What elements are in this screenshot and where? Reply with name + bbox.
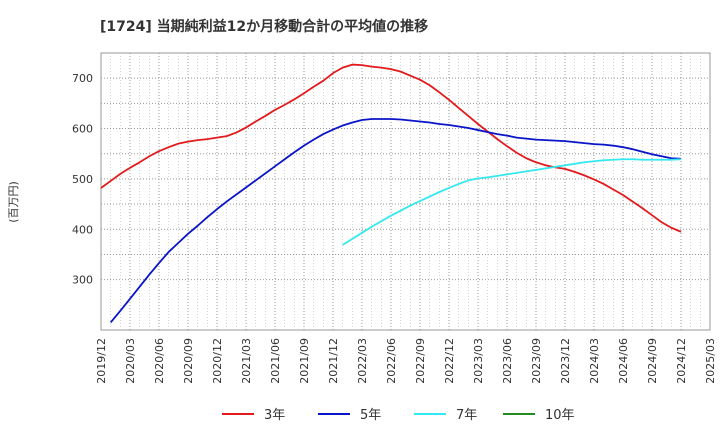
series-lines xyxy=(100,63,682,324)
x-tick-label: 2020/03 xyxy=(124,338,137,384)
x-tick-label: 2021/09 xyxy=(298,338,311,384)
x-tick-label: 2019/12 xyxy=(95,338,108,384)
y-axis-label: (百万円) xyxy=(7,181,20,223)
series-line-1 xyxy=(109,118,682,324)
plot-area xyxy=(100,52,711,331)
y-axis: 300 400 500 600 700 xyxy=(72,72,93,286)
legend-label-2: 7年 xyxy=(456,408,477,423)
x-tick-label: 2025/03 xyxy=(704,338,717,384)
chart-title: [1724] 当期純利益12か月移動合計の平均値の推移 xyxy=(100,18,428,35)
x-tick-label: 2020/06 xyxy=(153,338,166,384)
x-tick-label: 2023/03 xyxy=(472,338,485,384)
x-tick-label: 2022/12 xyxy=(443,338,456,384)
x-tick-label: 2024/06 xyxy=(617,338,630,384)
y-tick-label: 400 xyxy=(72,223,93,236)
y-tick-label: 700 xyxy=(72,72,93,85)
x-tick-label: 2020/09 xyxy=(182,338,195,384)
series-line-0 xyxy=(100,63,682,233)
x-tick-label: 2024/12 xyxy=(675,338,688,384)
grid-lines xyxy=(101,53,710,330)
x-tick-label: 2021/12 xyxy=(327,338,340,384)
series-line-2 xyxy=(342,158,682,246)
x-tick-label: 2021/03 xyxy=(240,338,253,384)
y-tick-label: 600 xyxy=(72,123,93,136)
y-tick-label: 500 xyxy=(72,173,93,186)
legend-label-3: 10年 xyxy=(545,408,575,423)
x-tick-label: 2023/12 xyxy=(559,338,572,384)
legend-label-0: 3年 xyxy=(264,408,285,423)
x-tick-label: 2023/06 xyxy=(501,338,514,384)
legend-label-1: 5年 xyxy=(360,408,381,423)
x-tick-label: 2021/06 xyxy=(269,338,282,384)
x-tick-label: 2024/09 xyxy=(646,338,659,384)
x-tick-label: 2023/09 xyxy=(530,338,543,384)
x-tick-label: 2022/09 xyxy=(414,338,427,384)
x-tick-label: 2022/03 xyxy=(356,338,369,384)
x-axis: 2019/12 2020/03 2020/06 2020/09 2020/12 2021/… xyxy=(95,338,717,384)
y-tick-label: 300 xyxy=(72,274,93,287)
x-tick-label: 2020/12 xyxy=(211,338,224,384)
legend: 3年 5年 7年 10年 xyxy=(222,408,575,423)
x-tick-label: 2024/03 xyxy=(588,338,601,384)
x-tick-label: 2022/06 xyxy=(385,338,398,384)
